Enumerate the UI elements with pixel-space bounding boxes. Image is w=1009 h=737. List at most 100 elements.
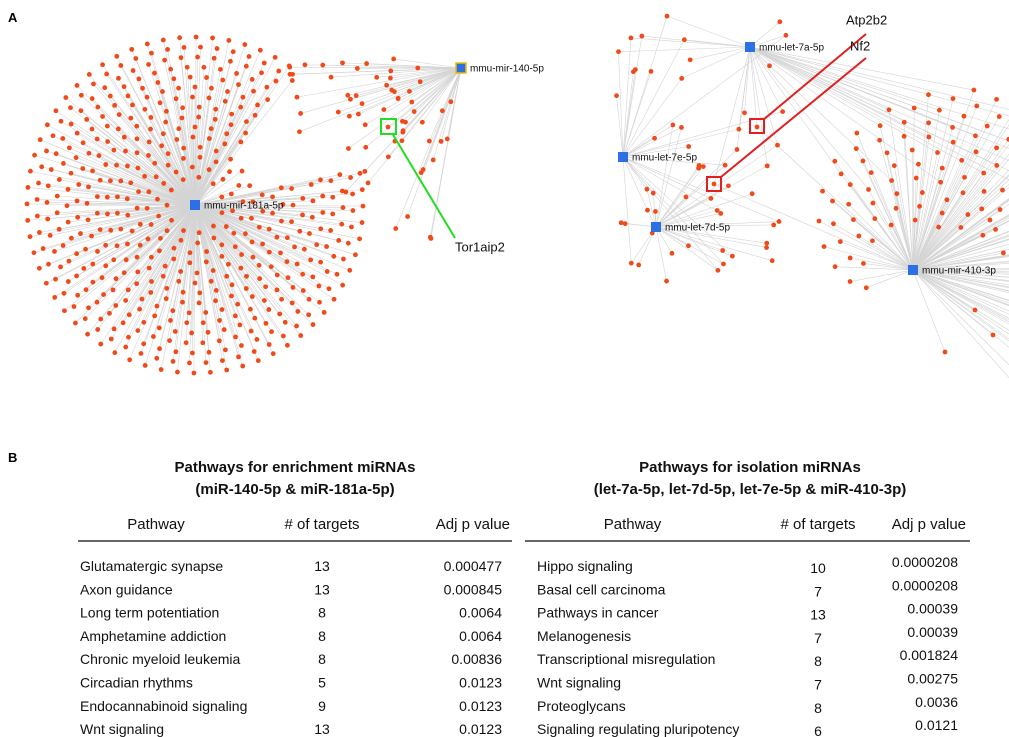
edge [912,269,1009,281]
target-node [764,163,770,169]
target-node [230,49,236,55]
target-node [257,276,263,282]
target-node [210,268,216,273]
target-node [66,145,72,151]
target-node [300,212,305,218]
target-node [196,104,202,110]
target-node [165,47,170,52]
cell: Axon guidance [80,581,173,597]
edge [422,67,462,170]
target-node [168,66,174,72]
edge [912,269,1009,323]
target-node [116,75,121,81]
edge [912,269,1009,366]
edge [390,67,462,72]
cell: 9 [318,698,326,714]
edge [194,204,282,300]
target-node [289,186,295,191]
target-node [192,84,198,90]
edge [618,46,751,53]
target-node [65,279,71,284]
target-node [44,148,49,154]
target-node [816,218,822,224]
target-node [926,134,932,140]
target-node [114,53,120,59]
edge [194,204,207,363]
target-node [111,326,117,332]
target-node [212,116,218,122]
target-node [257,47,263,53]
edge [858,235,914,271]
target-node [140,85,145,91]
edge [912,99,997,271]
target-node [113,276,119,282]
edge [912,164,919,271]
cell: 0.000845 [444,581,503,597]
target-node [68,121,74,127]
edge [912,269,1009,312]
cell: 0.0123 [459,675,502,691]
target-node [294,261,300,267]
target-node [326,286,332,292]
target-node [27,234,33,240]
target-node [195,240,201,246]
table-title: Pathways for enrichment miRNAs [175,459,416,476]
edge [749,46,881,126]
target-node [159,143,165,149]
edge [102,64,196,206]
target-node [359,220,365,225]
target-node [115,210,120,216]
target-node [958,225,964,230]
target-node [176,85,181,91]
target-node [846,201,852,207]
target-node [229,293,234,299]
edges [27,15,1009,379]
target-node [208,126,214,132]
hub-label: mmu-mir-140-5p [470,64,544,75]
cell: 0.0036 [915,694,958,710]
target-node [251,88,256,94]
edge [863,263,914,271]
edge [823,246,914,271]
target-node [128,180,134,186]
target-node [853,146,859,152]
callout-box [380,118,397,135]
target-node [142,106,148,112]
edge [194,204,331,231]
target-node [391,89,397,94]
target-node [164,202,170,208]
edge [130,117,196,206]
edge [655,226,733,257]
target-node [347,267,353,273]
target-node [328,178,334,184]
target-node [193,34,199,40]
target-node [229,282,235,288]
target-node [160,131,166,137]
target-node [639,33,645,39]
edge [912,147,997,271]
target-node [168,318,173,323]
target-node [174,137,180,142]
target-node [54,210,60,216]
edge [394,67,462,92]
target-node [359,101,365,107]
target-node [127,357,133,363]
target-node [274,234,280,240]
target-node [912,217,918,223]
target-node [648,69,654,74]
target-node [240,199,246,205]
edge [749,46,1009,149]
target-node [362,122,368,128]
target-node [74,251,80,257]
edge [46,150,196,206]
target-node [650,190,656,196]
target-node [870,238,875,244]
edge [440,67,462,142]
target-node [176,278,182,284]
target-node [636,262,642,268]
edge [749,46,1009,130]
edge [64,204,196,311]
edge [879,140,914,271]
target-node [63,95,69,100]
target-node [901,133,907,139]
